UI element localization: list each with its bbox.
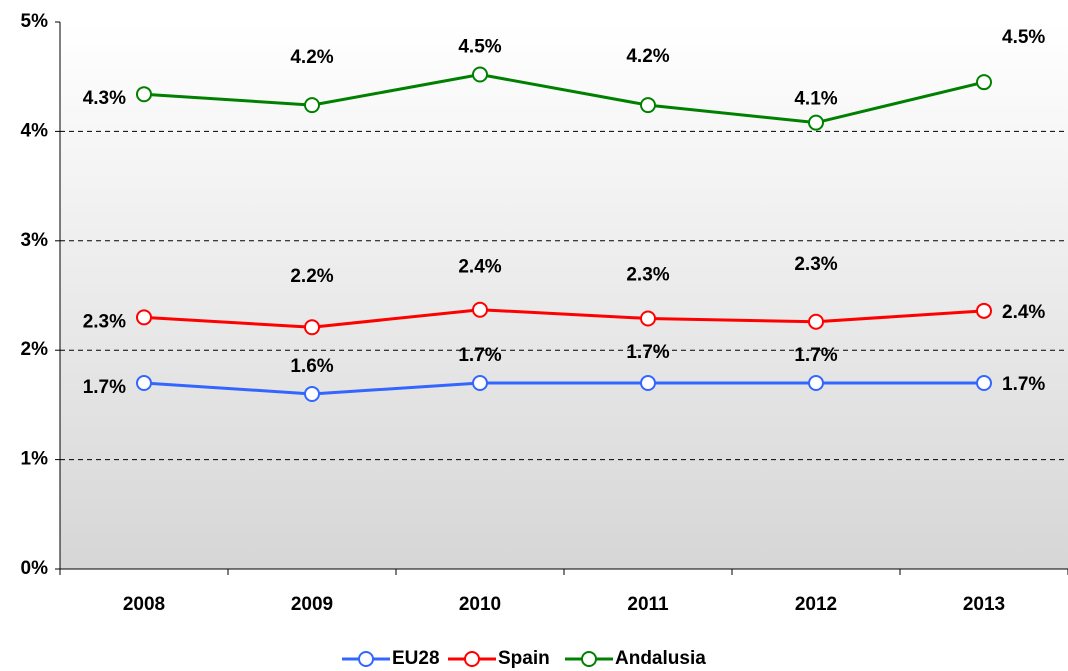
data-label: 4.5% bbox=[1002, 27, 1045, 48]
point bbox=[472, 375, 488, 392]
legend-label: EU28 bbox=[392, 648, 440, 669]
x-tick-label: 2011 bbox=[627, 594, 669, 615]
y-tick-label: 2% bbox=[21, 339, 49, 360]
data-label: 2.2% bbox=[290, 266, 333, 287]
x-tick-label: 2008 bbox=[123, 594, 165, 615]
series-line bbox=[143, 381, 984, 396]
data-label: 1.7% bbox=[83, 377, 126, 398]
y-tick-label: 4% bbox=[21, 120, 49, 141]
data-label: 1.7% bbox=[1002, 374, 1045, 395]
data-label: 4.2% bbox=[626, 46, 669, 67]
point bbox=[304, 385, 320, 402]
data-label: 2.3% bbox=[626, 264, 669, 285]
x-tick-label: 2012 bbox=[795, 594, 837, 615]
legend-marker bbox=[464, 651, 480, 667]
series-line bbox=[143, 72, 985, 125]
series-line bbox=[143, 308, 985, 329]
legend-marker bbox=[581, 651, 597, 667]
point bbox=[640, 310, 656, 327]
y-tick-label: 3% bbox=[21, 230, 49, 251]
point bbox=[640, 97, 656, 114]
data-label: 2.3% bbox=[83, 311, 126, 332]
point bbox=[136, 86, 152, 103]
point bbox=[808, 313, 824, 330]
x-tick-label: 2010 bbox=[459, 594, 501, 615]
data-label: 1.7% bbox=[794, 345, 837, 366]
point bbox=[136, 375, 152, 392]
y-tick-label: 5% bbox=[21, 11, 49, 32]
point bbox=[472, 66, 488, 83]
legend-label: Andalusia bbox=[615, 648, 706, 669]
data-label: 2.4% bbox=[1002, 302, 1045, 323]
x-tick-label: 2013 bbox=[963, 594, 1005, 615]
point bbox=[808, 375, 824, 392]
data-label: 1.7% bbox=[626, 342, 669, 363]
y-tick-label: 0% bbox=[21, 558, 49, 579]
data-label: 2.3% bbox=[794, 254, 837, 275]
data-label: 4.1% bbox=[794, 89, 837, 110]
data-label: 4.5% bbox=[458, 37, 501, 58]
point bbox=[472, 301, 488, 318]
data-label: 4.2% bbox=[290, 47, 333, 68]
legend-label: Spain bbox=[498, 648, 550, 669]
point bbox=[304, 319, 320, 336]
x-tick-label: 2009 bbox=[291, 594, 333, 615]
plot-area bbox=[60, 22, 1068, 569]
data-label: 2.4% bbox=[458, 257, 501, 278]
point bbox=[640, 375, 656, 392]
data-label: 4.3% bbox=[83, 88, 126, 109]
point bbox=[976, 302, 992, 319]
y-tick-label: 1% bbox=[21, 449, 49, 470]
legend-marker bbox=[358, 651, 374, 667]
point bbox=[136, 309, 152, 326]
point bbox=[304, 97, 320, 114]
point bbox=[808, 114, 824, 131]
data-label: 1.6% bbox=[290, 356, 333, 377]
point bbox=[976, 375, 992, 392]
data-label: 1.7% bbox=[458, 345, 501, 366]
point bbox=[976, 74, 992, 91]
